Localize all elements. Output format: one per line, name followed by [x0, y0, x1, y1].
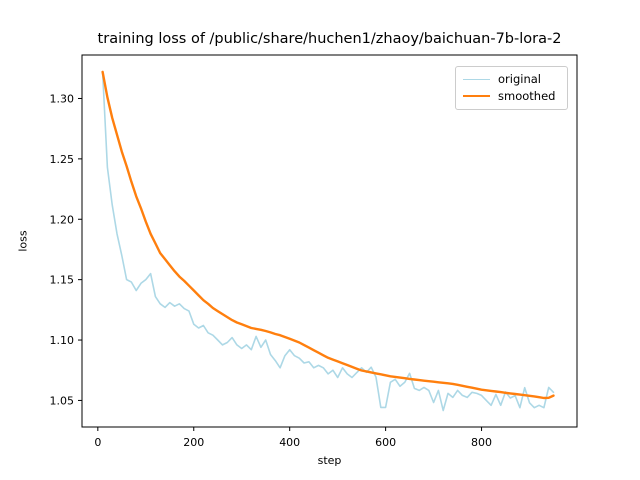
series-line-smoothed [101, 70, 555, 400]
y-axis-label: loss [16, 230, 30, 252]
legend-item-smoothed: smoothed [463, 88, 559, 103]
x-axis-label: step [317, 454, 342, 467]
legend-line-smoothed-icon [463, 95, 490, 98]
legend-label-smoothed: smoothed [498, 88, 556, 103]
x-tick-label: 0 [94, 436, 101, 449]
series-line-original [101, 71, 555, 412]
legend-label-original: original [498, 72, 541, 86]
y-tick-label: 1.30 [50, 92, 75, 105]
legend-line-original-icon [463, 79, 490, 81]
x-tick-label: 200 [183, 436, 204, 449]
y-tick-label: 1.10 [50, 334, 75, 347]
x-tick-label: 400 [279, 436, 300, 449]
x-tick-label: 800 [471, 436, 492, 449]
x-tick-label: 600 [375, 436, 396, 449]
y-tick-label: 1.05 [50, 394, 75, 407]
y-tick-label: 1.15 [50, 274, 75, 287]
y-tick-label: 1.25 [50, 153, 75, 166]
chart-title: training loss of /public/share/huchen1/z… [97, 31, 562, 47]
legend-item-original: original [463, 72, 559, 86]
y-tick-label: 1.20 [50, 213, 75, 226]
legend: original smoothed [455, 66, 568, 110]
axes-frame [81, 54, 578, 428]
